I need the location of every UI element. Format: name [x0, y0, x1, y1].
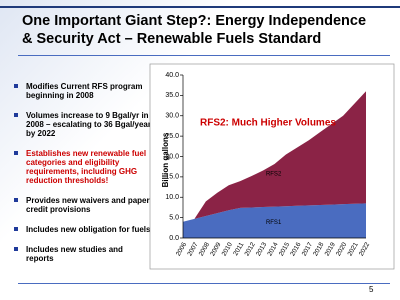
bullet: Provides new waivers and paper credit pr… [12, 196, 152, 214]
bullet: Modifies Current RFS program beginning i… [12, 82, 152, 100]
bullet: Includes new studies and reports [12, 245, 152, 263]
y-tick-label: 15.0 [165, 174, 179, 181]
bullet: Volumes increase to 9 Bgal/yr in 2008 – … [12, 111, 152, 138]
y-tick-label: 30.0 [165, 113, 179, 120]
bullet: Includes new obligation for fuels [12, 225, 152, 234]
area [183, 91, 366, 222]
page-number: 5 [369, 285, 374, 294]
series-label: RFS2 [266, 171, 282, 177]
annotation: RFS2: Much Higher Volumes [200, 118, 336, 129]
area [183, 203, 366, 238]
bullet-list: Modifies Current RFS program beginning i… [12, 82, 152, 274]
top-border [0, 6, 400, 8]
y-tick-label: 5.0 [169, 214, 179, 221]
bottom-rule [18, 283, 390, 284]
y-tick-label: 20.0 [165, 153, 179, 160]
y-axis-label: Billion gallons [161, 132, 170, 187]
series-label: RFS1 [266, 220, 282, 226]
y-tick-label: 40.0 [165, 72, 179, 79]
y-tick-label: 0.0 [169, 235, 179, 242]
title-rule [18, 55, 390, 56]
y-tick-label: 10.0 [165, 194, 179, 201]
y-tick-label: 25.0 [165, 133, 179, 140]
bullet: Establishes new renewable fuel categorie… [12, 149, 152, 185]
slide-title: One Important Giant Step?: Energy Indepe… [22, 13, 367, 47]
y-tick-label: 35.0 [165, 92, 179, 99]
